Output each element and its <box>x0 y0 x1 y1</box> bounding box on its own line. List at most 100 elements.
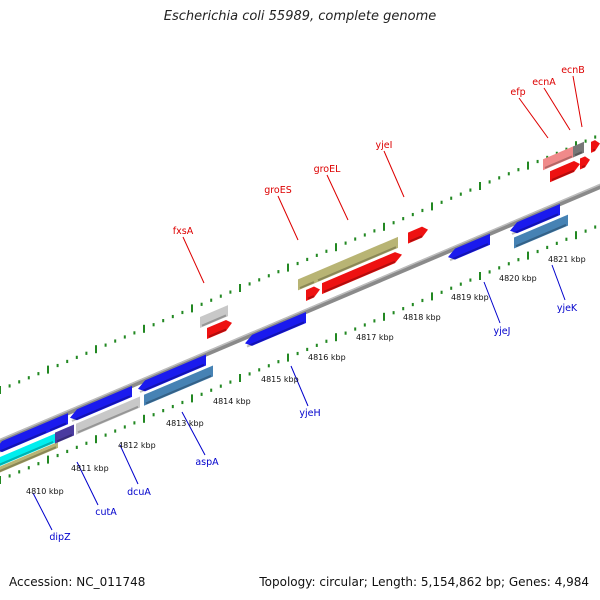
callout-line-dcuA <box>119 444 139 485</box>
kbp-label: 4815 kbp <box>261 375 299 384</box>
gene-blue-yjeH-shade <box>246 321 305 348</box>
callout-line-ecnA <box>543 87 571 131</box>
gene-label-yjeH: yjeH <box>299 408 320 419</box>
gene-purple-left-shade <box>56 433 73 443</box>
callout-line-aspA <box>181 411 206 456</box>
callout-line-yjeK <box>551 264 566 301</box>
lower-tick-row <box>0 225 597 484</box>
callout-line-yjeJ <box>483 281 501 324</box>
gene-groEL-block <box>316 236 398 283</box>
gene-red-right-3 <box>591 140 600 153</box>
gene-label-aspA: aspA <box>195 457 219 468</box>
gene-blue-left-1-shade <box>0 431 47 453</box>
gene-label-cutA: cutA <box>95 507 117 518</box>
kbp-label: 4818 kbp <box>403 313 441 322</box>
reverse-gene-labels: dipZ cutA dcuA aspA yjeH yjeJ yjeK <box>49 303 578 543</box>
gene-blue-yjeJ <box>448 233 490 260</box>
gene-red-right-2 <box>580 156 590 170</box>
kbp-label: 4817 kbp <box>356 333 394 342</box>
gene-red-right-2-shade <box>581 164 586 169</box>
gene-label-yjeK: yjeK <box>557 303 578 314</box>
kbp-labels: 4810 kbp 4811 kbp 4812 kbp 4813 kbp 4814… <box>26 255 586 496</box>
gene-steel-aspA-shade <box>145 374 212 405</box>
callout-line-ecnB <box>572 75 583 128</box>
gene-label-groEL: groEL <box>314 164 342 175</box>
callout-line-groEL <box>326 174 349 221</box>
gene-label-efp: efp <box>510 87 525 98</box>
gene-red-right-1-shade <box>551 169 575 181</box>
kbp-label: 4810 kbp <box>26 487 64 496</box>
callout-line-efp <box>518 97 549 139</box>
gene-blue-aspA-shade <box>139 363 205 393</box>
callout-line-groES <box>277 195 299 241</box>
gene-red-long <box>322 252 402 295</box>
accession-text: Accession: NC_011748 <box>9 575 146 589</box>
gene-red-long-shade <box>323 260 396 293</box>
gene-groEL-block-shade <box>317 246 397 282</box>
kbp-label: 4821 kbp <box>548 255 586 264</box>
kbp-label: 4816 kbp <box>308 353 346 362</box>
gene-red-right-1 <box>550 161 580 183</box>
upper-tick-row <box>0 135 597 394</box>
gene-label-dipZ: dipZ <box>49 532 71 543</box>
genome-backbone <box>0 183 600 445</box>
kbp-label: 4812 kbp <box>118 441 156 450</box>
gene-fxsA-block-shade <box>201 314 227 327</box>
genome-summary-text: Topology: circular; Length: 5,154,862 bp… <box>259 575 589 589</box>
gene-cyan-left-shade <box>0 441 54 466</box>
genome-backbone-highlight <box>0 183 600 441</box>
forward-gene-labels: fxsA groES groEL yjeI efp ecnA ecnB <box>173 65 585 237</box>
gene-label-fxsA: fxsA <box>173 226 194 237</box>
gene-label-ecnA: ecnA <box>532 77 556 88</box>
gene-features <box>0 140 600 473</box>
gene-label-yjeI: yjeI <box>376 140 393 151</box>
gene-ecnA-block <box>573 141 584 158</box>
gene-yjeI-red-shade <box>409 235 423 243</box>
callout-line-dipZ <box>32 492 53 531</box>
kbp-label: 4811 kbp <box>71 464 109 473</box>
kbp-label: 4813 kbp <box>166 419 204 428</box>
gene-label-yjeJ: yjeJ <box>494 326 511 337</box>
gene-blue-aspA <box>138 354 206 392</box>
gene-blue-dcu-shade <box>71 395 131 422</box>
gene-khaki-left-shade <box>0 446 57 473</box>
gene-blue-yjeJ-shade <box>449 243 489 262</box>
callout-line-fxsA <box>182 236 205 284</box>
gene-ecnA-block-shade <box>574 151 583 157</box>
gene-gray-dcu-shade <box>77 405 139 434</box>
gene-khaki-left <box>0 441 58 473</box>
gene-blue-left-2 <box>48 413 68 433</box>
gene-label-ecnB: ecnB <box>561 65 585 76</box>
gene-label-groES: groES <box>264 185 292 196</box>
gene-callouts <box>32 75 583 531</box>
kbp-label: 4820 kbp <box>499 274 537 283</box>
gene-purple-left <box>55 424 74 444</box>
gene-cyan-left <box>0 433 55 466</box>
gene-gray-dcu <box>76 396 140 435</box>
gene-red-small-2 <box>306 286 320 301</box>
callout-line-yjeI <box>383 150 405 198</box>
gene-red-right-3-shade <box>592 148 596 152</box>
gene-fxsA-block <box>200 305 228 328</box>
gene-blue-yjeK <box>510 204 560 234</box>
gene-blue-left-2-shade <box>49 422 67 432</box>
gene-steel-aspA <box>144 365 213 406</box>
gene-label-dcuA: dcuA <box>127 487 151 498</box>
gene-efp-block <box>543 146 574 171</box>
gene-red-small-2-shade <box>307 295 315 300</box>
gene-red-small-1 <box>207 319 232 340</box>
gene-blue-dcu <box>70 385 132 421</box>
gene-groES-block-shade <box>299 281 315 289</box>
callout-line-cutA <box>76 461 99 506</box>
kbp-label: 4819 kbp <box>451 293 489 302</box>
kbp-label: 4814 kbp <box>213 397 251 406</box>
gene-efp-block-shade <box>544 155 573 169</box>
gene-blue-yjeK-shade <box>511 213 559 235</box>
callout-line-yjeH <box>290 365 309 407</box>
gene-groES-block <box>298 271 316 291</box>
gene-blue-left-1 <box>0 421 48 453</box>
gene-yjeI-red <box>408 226 428 244</box>
gene-steel-yjeK-shade <box>515 224 567 248</box>
gene-red-small-1-shade <box>208 328 227 338</box>
